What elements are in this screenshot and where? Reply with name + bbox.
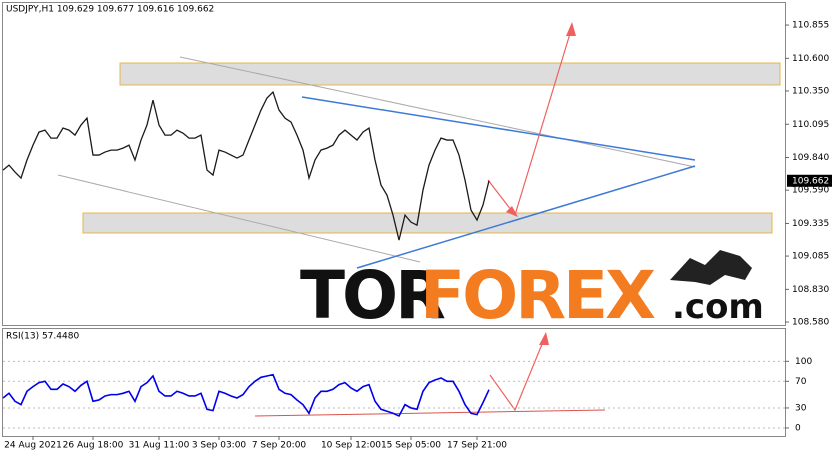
x-tick-label: 17 Sep 21:00 bbox=[447, 441, 507, 451]
last-price-label: 109.662 bbox=[792, 176, 829, 186]
x-tick-label: 3 Sep 03:00 bbox=[192, 441, 247, 451]
last-price-tag bbox=[787, 174, 832, 187]
price-panel bbox=[2, 2, 786, 326]
y-tick-label: 100 bbox=[795, 357, 812, 367]
y-tick-label: 30 bbox=[795, 403, 807, 413]
rsi-title: RSI(13) 57.4480 bbox=[6, 332, 79, 342]
line-series bbox=[2, 90, 490, 241]
y-tick-label: 110.855 bbox=[792, 21, 829, 31]
arrow-head bbox=[506, 206, 518, 217]
x-tick-label: 26 Aug 18:00 bbox=[63, 441, 124, 451]
y-tick-label: 109.335 bbox=[792, 219, 829, 229]
line-series bbox=[2, 373, 490, 417]
y-tick-label: 109.085 bbox=[792, 252, 829, 262]
x-tick-label: 7 Sep 20:00 bbox=[252, 441, 307, 451]
arrow-head bbox=[566, 22, 576, 36]
watermark-part: .com bbox=[672, 287, 764, 327]
watermark-part: TOR bbox=[300, 257, 445, 334]
bull-icon bbox=[670, 250, 752, 285]
x-tick-label: 15 Sep 05:00 bbox=[381, 441, 441, 451]
trend-line bbox=[301, 96, 696, 161]
x-tick-label: 10 Sep 12:00 bbox=[321, 441, 381, 451]
y-tick-label: 110.350 bbox=[792, 86, 829, 96]
y-tick-label: 108.580 bbox=[792, 317, 829, 327]
y-tick-label: 0 bbox=[795, 423, 801, 433]
forecast-arrow bbox=[487, 26, 573, 217]
trend-line bbox=[57, 174, 421, 263]
y-tick-label: 110.095 bbox=[792, 120, 829, 130]
y-tick-label: 110.600 bbox=[792, 54, 829, 64]
y-tick-label: 70 bbox=[795, 377, 807, 387]
y-tick-label: 108.830 bbox=[792, 285, 829, 295]
y-tick-label: 109.840 bbox=[792, 153, 829, 163]
resistance-zone bbox=[119, 62, 781, 86]
x-tick-label: 31 Aug 11:00 bbox=[129, 441, 190, 451]
trend-line bbox=[179, 56, 696, 168]
rsi-panel bbox=[2, 328, 786, 437]
arrow-head bbox=[539, 332, 549, 345]
support-zone bbox=[82, 212, 773, 234]
chart-title: USDJPY,H1 109.629 109.677 109.616 109.66… bbox=[6, 5, 214, 15]
y-tick-label: 109.590 bbox=[792, 186, 829, 196]
rsi-arrow bbox=[489, 336, 546, 412]
trend-line bbox=[356, 165, 696, 269]
watermark-part: FOREX bbox=[420, 257, 655, 334]
x-tick-label: 24 Aug 2021 bbox=[4, 441, 62, 451]
watermark: TOR FOREX .com bbox=[300, 250, 764, 334]
rsi-trend-line bbox=[254, 409, 606, 417]
